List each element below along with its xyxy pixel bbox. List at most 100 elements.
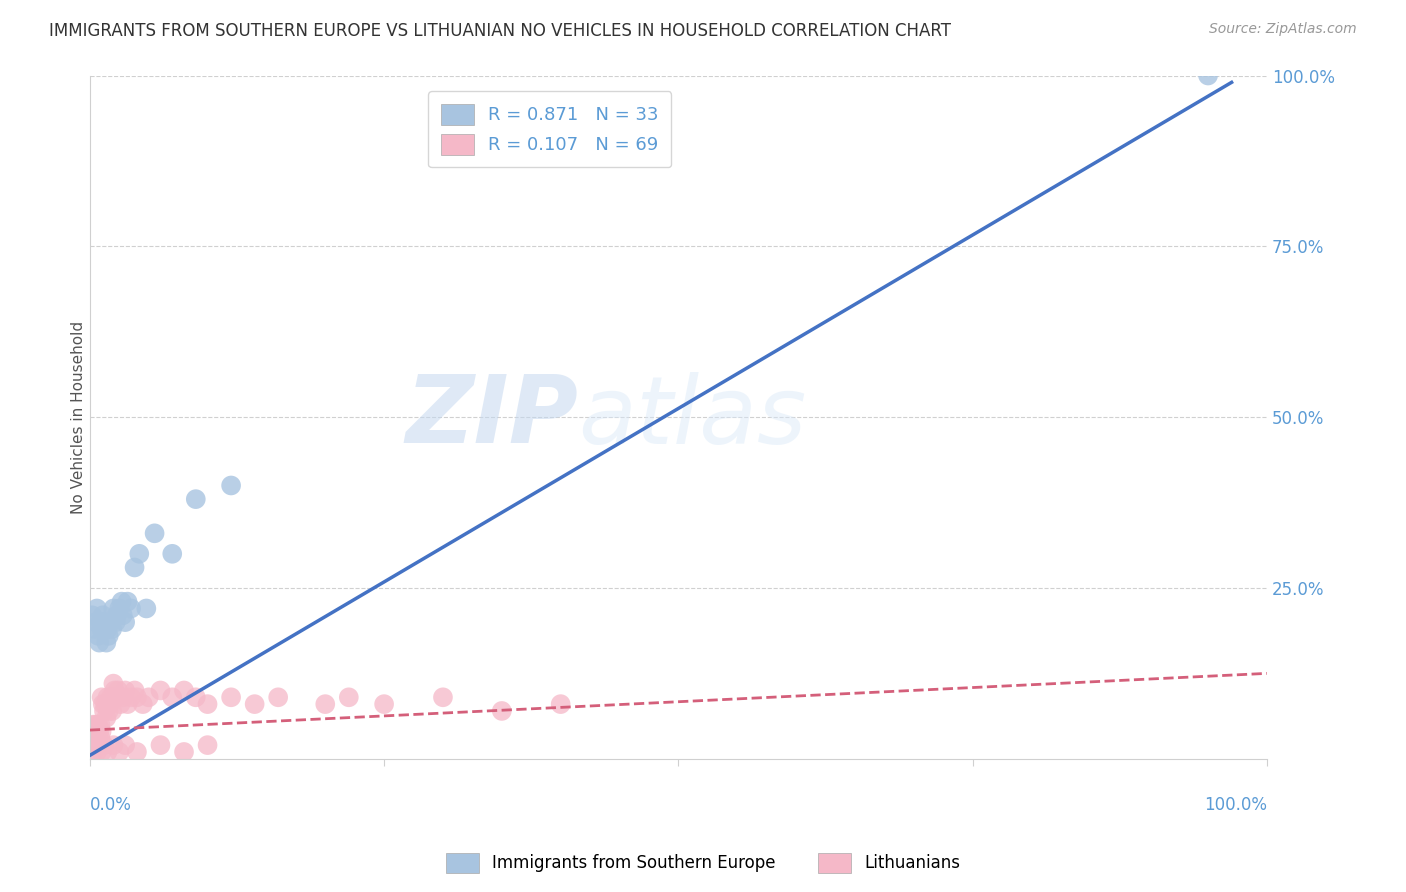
Point (108, 601, 131, 615)
Point (1197, 69, 1219, 83)
Point (117, 594, 139, 608)
Point (111, 690, 134, 705)
Point (89, 717, 111, 731)
Point (83, 724, 105, 739)
Point (135, 601, 157, 615)
Point (93, 704, 115, 718)
Point (243, 697, 266, 711)
Point (98, 697, 121, 711)
Point (149, 683, 172, 698)
Point (143, 526, 166, 541)
Point (184, 690, 207, 705)
Point (219, 690, 242, 705)
Legend: R = 0.871   N = 33, R = 0.107   N = 69: R = 0.871 N = 33, R = 0.107 N = 69 (429, 91, 671, 168)
Point (96, 711, 118, 725)
Point (114, 615, 136, 629)
Point (219, 478, 242, 492)
Point (149, 738, 172, 752)
Point (87, 717, 110, 731)
Point (96, 622, 118, 636)
Point (314, 697, 336, 711)
Point (184, 492, 207, 507)
Point (83, 738, 105, 752)
Point (86, 745, 108, 759)
Point (103, 601, 125, 615)
Point (86, 738, 108, 752)
Point (124, 683, 146, 698)
Point (86, 601, 108, 615)
Point (90, 745, 112, 759)
Point (114, 738, 136, 752)
Point (132, 697, 155, 711)
Point (87, 731, 110, 746)
Point (111, 608, 134, 623)
Point (120, 690, 142, 705)
Point (90, 724, 112, 739)
Y-axis label: No Vehicles in Household: No Vehicles in Household (72, 320, 86, 514)
Point (90, 690, 112, 705)
Point (100, 615, 122, 629)
Text: ZIP: ZIP (405, 371, 578, 463)
Point (125, 745, 148, 759)
Point (111, 594, 134, 608)
Point (103, 676, 125, 690)
Point (89, 635, 111, 649)
Text: 100.0%: 100.0% (1204, 797, 1267, 814)
Point (93, 738, 115, 752)
Point (120, 601, 142, 615)
Point (104, 690, 127, 705)
Point (84, 615, 107, 629)
Point (550, 697, 572, 711)
Point (89, 731, 111, 746)
Point (84, 717, 107, 731)
Point (89, 738, 111, 752)
Text: IMMIGRANTS FROM SOUTHERN EUROPE VS LITHUANIAN NO VEHICLES IN HOUSEHOLD CORRELATI: IMMIGRANTS FROM SOUTHERN EUROPE VS LITHU… (49, 22, 952, 40)
Point (432, 690, 454, 705)
Point (267, 690, 290, 705)
Point (197, 738, 219, 752)
Point (197, 697, 219, 711)
Point (96, 635, 118, 649)
Point (491, 704, 513, 718)
Point (83, 738, 105, 752)
Point (86, 724, 108, 739)
Point (89, 724, 111, 739)
Point (138, 690, 160, 705)
Point (80, 731, 103, 746)
Point (96, 690, 118, 705)
Point (82, 731, 104, 746)
Point (84, 731, 107, 746)
Point (105, 608, 128, 623)
Point (89, 738, 111, 752)
Point (107, 683, 129, 698)
Point (173, 745, 195, 759)
Point (128, 547, 150, 561)
Point (110, 697, 132, 711)
Point (91, 608, 114, 623)
Point (83, 622, 105, 636)
Text: atlas: atlas (578, 372, 807, 463)
Point (162, 690, 184, 705)
Point (82, 717, 104, 731)
Text: Source: ZipAtlas.com: Source: ZipAtlas.com (1209, 22, 1357, 37)
Point (117, 697, 139, 711)
Point (162, 547, 184, 561)
Point (93, 615, 115, 629)
Point (125, 690, 148, 705)
Point (94, 697, 117, 711)
Legend: Immigrants from Southern Europe, Lithuanians: Immigrants from Southern Europe, Lithuan… (439, 847, 967, 880)
Point (101, 622, 124, 636)
Point (82, 738, 104, 752)
Point (108, 745, 131, 759)
Point (94, 615, 117, 629)
Point (82, 608, 104, 623)
Point (100, 690, 122, 705)
Point (97, 704, 120, 718)
Text: 0.0%: 0.0% (90, 797, 132, 814)
Point (173, 683, 195, 698)
Point (89, 615, 111, 629)
Point (101, 704, 124, 718)
Point (87, 629, 110, 643)
Point (114, 683, 136, 698)
Point (337, 690, 360, 705)
